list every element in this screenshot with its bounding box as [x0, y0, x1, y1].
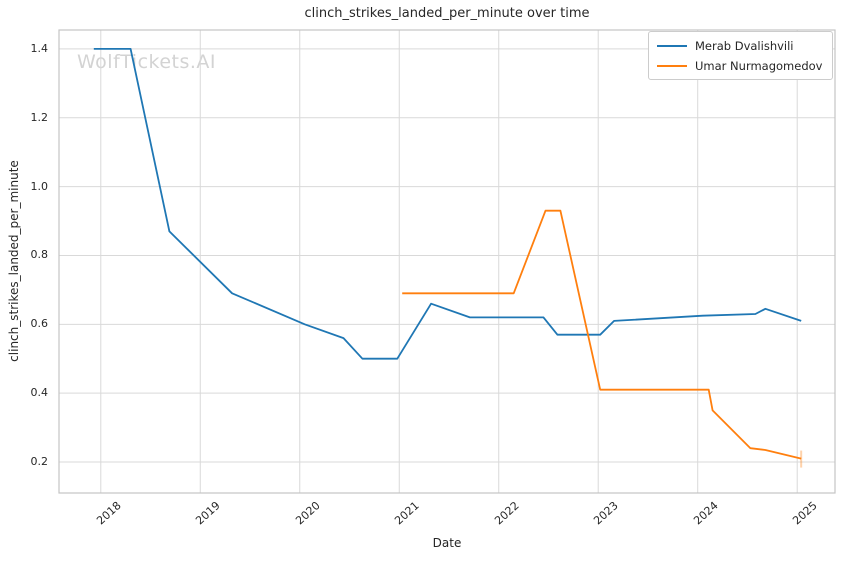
legend-item: Umar Nurmagomedov: [657, 57, 822, 74]
y-axis-label: clinch_strikes_landed_per_minute: [7, 160, 21, 362]
legend-line-swatch: [657, 44, 687, 47]
y-tick-label: 1.0: [30, 179, 49, 193]
legend-label: Merab Dvalishvili: [695, 38, 794, 53]
legend: Merab Dvalishvili Umar Nurmagomedov: [648, 31, 834, 80]
y-tick-label: 1.4: [30, 41, 49, 55]
legend-line-swatch: [657, 64, 687, 67]
series-line-merab-dvalishvili: [93, 48, 802, 360]
y-tick-label: 0.4: [30, 386, 49, 400]
x-axis-label: Date: [432, 536, 462, 550]
y-tick-label: 0.6: [30, 317, 49, 331]
watermark: WolfTickets.AI: [77, 51, 217, 73]
legend-item: Merab Dvalishvili: [657, 37, 822, 54]
y-tick-label: 0.2: [30, 455, 49, 469]
legend-label: Umar Nurmagomedov: [695, 58, 823, 73]
y-tick-label: 1.2: [30, 110, 49, 124]
series-line-umar-nurmagomedov: [402, 209, 802, 460]
chart-title: clinch_strikes_landed_per_minute over ti…: [304, 6, 590, 21]
plot-border: [58, 29, 836, 494]
y-tick-label: 0.8: [30, 248, 49, 262]
